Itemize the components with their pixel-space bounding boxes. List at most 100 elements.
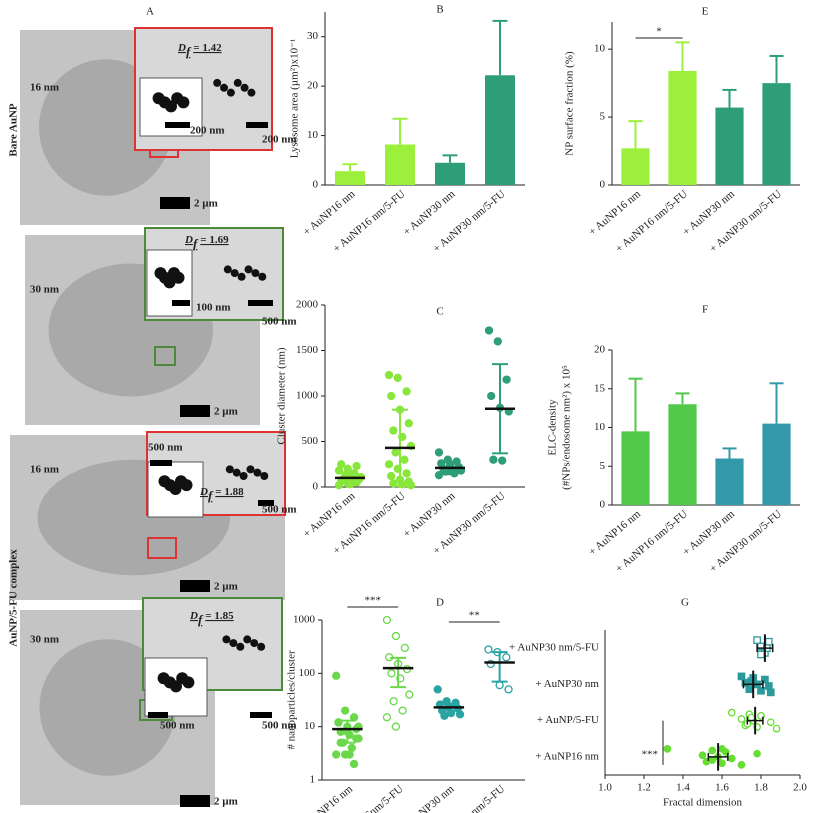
cluster — [182, 676, 195, 689]
point — [504, 685, 513, 694]
point — [433, 685, 442, 694]
region-box — [154, 346, 176, 366]
point — [489, 455, 498, 464]
point — [405, 690, 414, 699]
point — [761, 675, 769, 684]
point — [382, 713, 392, 722]
y-tick-label: 15 — [594, 382, 606, 394]
cluster — [250, 639, 259, 648]
panel-letter: G — [681, 597, 689, 609]
inset-scale-label: 500 nm — [160, 720, 195, 732]
x-tick-label: AuNP16 nm — [305, 783, 355, 813]
y-tick-label: 1 — [310, 774, 316, 786]
df-value: = 1.85 — [205, 610, 234, 622]
panel-letter: A — [146, 6, 154, 18]
point — [384, 460, 394, 469]
y-tick-label: 30 — [307, 30, 319, 42]
scale-label: 2 µm — [214, 581, 238, 593]
point — [495, 681, 504, 690]
fractal-label: Df = 1.69 — [184, 234, 229, 251]
inset-scale-bar — [172, 300, 190, 306]
cluster — [246, 465, 255, 474]
point — [440, 711, 449, 720]
cluster — [172, 271, 185, 284]
y-tick-label: 10 — [594, 421, 606, 433]
y-tick-label: 10 — [304, 720, 316, 732]
point — [391, 722, 401, 731]
point — [757, 686, 765, 695]
cluster — [222, 635, 231, 644]
point — [502, 375, 511, 384]
point — [455, 710, 465, 719]
y-tick-label: + AuNP30 nm — [535, 678, 599, 690]
bar — [762, 83, 791, 185]
y-tick-label: 1500 — [296, 344, 319, 356]
bar — [435, 162, 465, 185]
point — [708, 756, 717, 764]
inset-scale-label: 500 nm — [262, 720, 297, 732]
point — [764, 637, 773, 646]
x-tick-label: 1.8 — [754, 782, 768, 794]
x-axis-label: Fractal dimension — [663, 797, 743, 809]
y-tick-label: 0 — [313, 179, 319, 191]
point — [406, 481, 416, 490]
cluster — [223, 265, 232, 274]
point — [498, 456, 507, 465]
df-symbol: D — [184, 234, 193, 246]
scale-bar — [180, 795, 210, 807]
bar — [485, 75, 515, 185]
point — [389, 697, 398, 706]
cluster — [163, 276, 176, 289]
y-tick-label: 1000 — [296, 390, 319, 402]
cluster — [229, 639, 238, 648]
point — [727, 708, 736, 717]
point — [766, 688, 775, 697]
cluster — [240, 83, 249, 92]
point — [434, 448, 444, 457]
point — [708, 746, 717, 755]
point — [337, 460, 346, 469]
cluster — [180, 479, 193, 492]
point — [347, 743, 356, 753]
y-tick-label: 20 — [594, 344, 606, 356]
df-value: = 1.42 — [193, 42, 222, 54]
y-tick-label: 20 — [307, 80, 319, 92]
point — [393, 373, 402, 382]
size-label: 16 nm — [30, 464, 59, 476]
size-label: 30 nm — [30, 634, 59, 646]
point — [493, 337, 502, 346]
scale-label: 2 µm — [214, 406, 238, 418]
point — [391, 448, 400, 457]
point — [343, 464, 352, 473]
cluster — [239, 471, 248, 480]
point — [402, 387, 411, 396]
df-sub: f — [198, 612, 204, 627]
bar — [385, 144, 415, 185]
point — [757, 650, 765, 659]
y-axis-label: NP surface fraction (%) — [564, 51, 576, 156]
point — [389, 426, 398, 435]
df-sub: f — [186, 44, 192, 59]
cluster — [257, 642, 266, 651]
cluster — [233, 78, 242, 87]
point — [772, 724, 781, 733]
cluster — [213, 78, 222, 87]
point — [698, 751, 707, 760]
inset-scale-bar — [258, 500, 274, 506]
point — [387, 669, 396, 678]
x-tick-label: 1.6 — [715, 782, 729, 794]
point — [727, 754, 736, 763]
point — [484, 645, 493, 654]
cluster — [230, 269, 239, 278]
cluster — [232, 468, 241, 477]
point — [737, 672, 746, 681]
x-tick-label: 1.2 — [637, 782, 651, 794]
fractal-label: Df = 1.85 — [189, 610, 234, 627]
point — [398, 706, 407, 715]
point — [404, 419, 413, 428]
bar — [762, 423, 791, 505]
df-value: = 1.88 — [215, 486, 244, 498]
significance: *** — [642, 748, 659, 760]
panel-letter: B — [436, 4, 443, 16]
